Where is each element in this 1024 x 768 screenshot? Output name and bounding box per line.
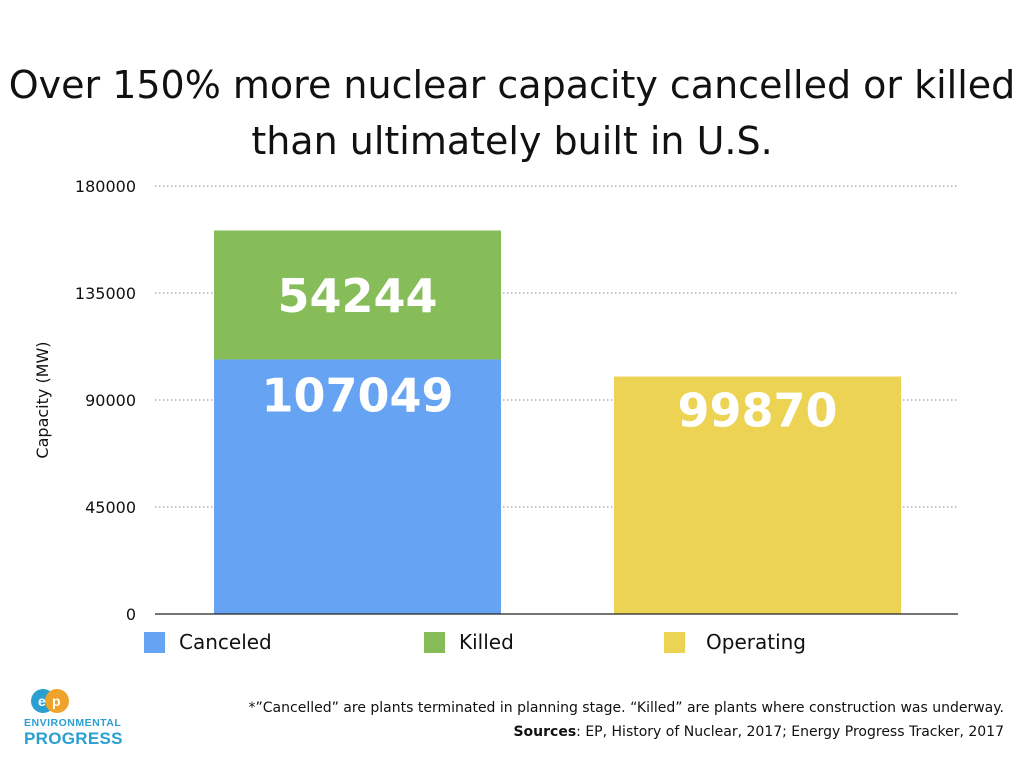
bar-killed xyxy=(214,230,501,360)
legend-item-killed: Killed xyxy=(424,629,514,655)
y-tick-label: 135000 xyxy=(75,284,136,303)
legend-item-canceled: Canceled xyxy=(144,629,272,655)
environmental-progress-logo: e p ENVIRONMENTAL PROGRESS xyxy=(24,688,144,747)
legend-label-killed: Killed xyxy=(459,630,514,654)
y-tick-label: 0 xyxy=(126,605,136,624)
footnote-sources: Sources: EP, History of Nuclear, 2017; E… xyxy=(249,720,1004,744)
y-tick-label: 45000 xyxy=(85,498,136,517)
svg-text:e: e xyxy=(38,693,46,709)
footnote-note: *”Cancelled” are plants terminated in pl… xyxy=(248,700,1004,716)
legend-label-canceled: Canceled xyxy=(179,630,272,654)
y-tick-label: 180000 xyxy=(75,177,136,196)
bar-canceled xyxy=(214,359,501,614)
sources-label: Sources xyxy=(513,724,577,740)
chart-title: Over 150% more nuclear capacity cancelle… xyxy=(0,57,1024,169)
legend-swatch-canceled xyxy=(144,631,165,653)
chart-title-line-1: Over 150% more nuclear capacity cancelle… xyxy=(8,63,1016,108)
chart-title-line-2: than ultimately built in U.S. xyxy=(251,119,773,164)
sources-text: : EP, History of Nuclear, 2017; Energy P… xyxy=(576,724,1004,740)
svg-text:p: p xyxy=(52,693,61,709)
legend-item-operating: Operating xyxy=(664,629,806,655)
capacity-bar-chart: 0 45000 90000 135000 180000 Capacity (MW) 1070… xyxy=(33,177,958,624)
y-tick-label: 90000 xyxy=(85,391,136,410)
legend-swatch-killed xyxy=(424,631,445,653)
data-label-killed: 54244 xyxy=(277,269,437,323)
data-label-operating: 99870 xyxy=(677,384,837,438)
legend-swatch-operating xyxy=(664,631,685,653)
logo-line-2: PROGRESS xyxy=(24,728,123,748)
bar-operating xyxy=(614,376,901,614)
data-label-canceled: 107049 xyxy=(261,368,453,422)
footnote: *”Cancelled” are plants terminated in pl… xyxy=(249,696,1004,744)
legend-label-operating: Operating xyxy=(706,630,806,654)
ep-logo-icon: e p xyxy=(31,689,69,713)
y-axis-label: Capacity (MW) xyxy=(33,341,52,458)
logo-line-1: ENVIRONMENTAL xyxy=(24,717,122,729)
